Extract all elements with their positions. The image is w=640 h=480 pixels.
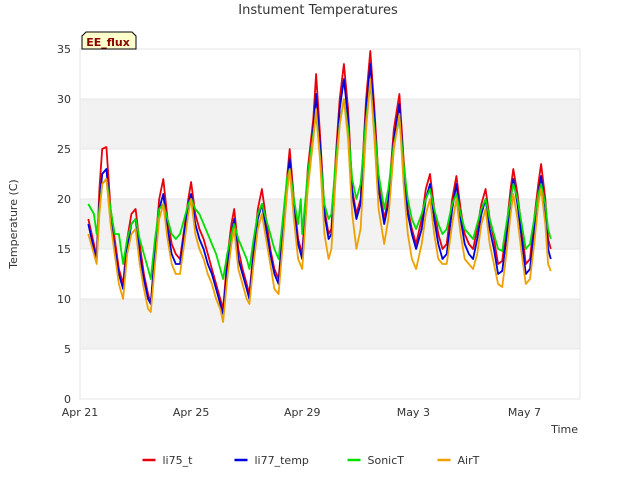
x-tick-label: Apr 25 (173, 406, 210, 419)
y-tick-label: 0 (64, 393, 71, 406)
series-lines (87, 50, 552, 323)
y-axis-label: Temperature (C) (7, 179, 20, 269)
chart-title: Instument Temperatures (238, 3, 398, 18)
x-tick-label: May 3 (397, 406, 430, 419)
shaded-band (80, 299, 580, 349)
x-tick-label: Apr 21 (62, 406, 99, 419)
shaded-bands (80, 99, 580, 349)
x-tick-label: Apr 29 (284, 406, 321, 419)
y-tick-label: 30 (57, 93, 71, 106)
shaded-band (80, 99, 580, 149)
y-tick-label: 10 (57, 293, 71, 306)
legend-label-sonict: SonicT (368, 454, 405, 467)
y-axis: 0 5 10 15 20 25 30 35 (57, 43, 71, 406)
series-line-li77-temp (87, 63, 552, 315)
y-tick-label: 20 (57, 193, 71, 206)
y-tick-label: 25 (57, 143, 71, 156)
y-tick-label: 35 (57, 43, 71, 56)
y-tick-label: 5 (64, 343, 71, 356)
legend: li75_t li77_temp SonicT AirT (142, 454, 480, 467)
x-tick-label: May 7 (508, 406, 541, 419)
plot-border (79, 48, 581, 400)
ee-flux-badge: EE_flux (81, 31, 137, 50)
x-axis: Apr 21 Apr 25 Apr 29 May 3 May 7 (62, 406, 541, 419)
y-tick-label: 15 (57, 243, 71, 256)
series-line-airt (87, 78, 552, 323)
legend-label-li75-t: li75_t (163, 454, 194, 467)
legend-label-airt: AirT (458, 454, 480, 467)
x-axis-label: Time (550, 423, 578, 436)
badge-label: EE_flux (86, 36, 130, 49)
badge-shape (81, 31, 137, 50)
legend-label-li77-temp: li77_temp (255, 454, 309, 467)
